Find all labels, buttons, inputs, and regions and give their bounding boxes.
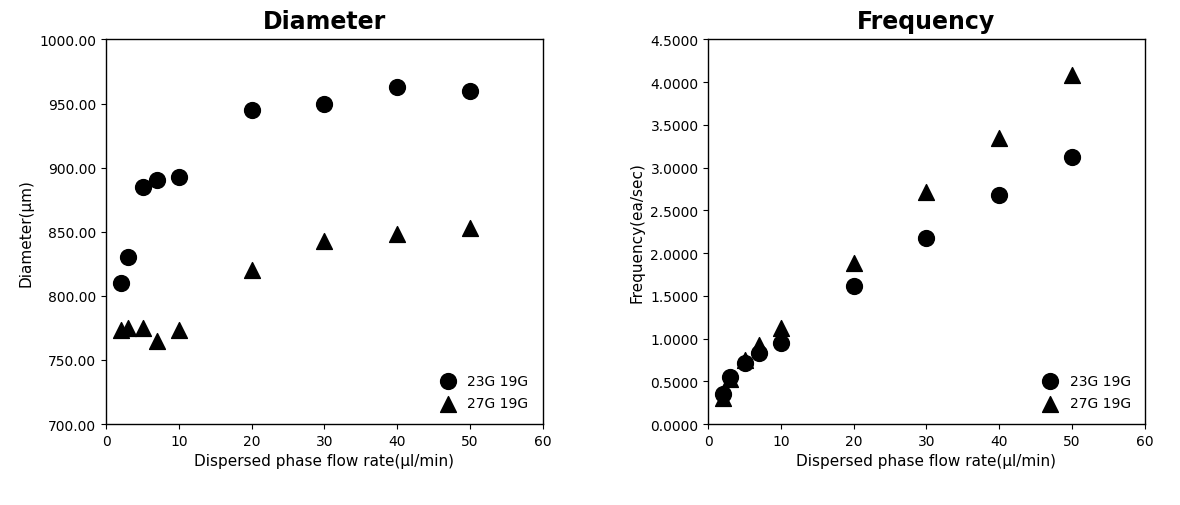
23G 19G	[772, 339, 791, 347]
23G 19G	[387, 84, 406, 92]
23G 19G	[845, 282, 864, 290]
27G 19G	[917, 188, 936, 196]
27G 19G	[133, 324, 152, 332]
23G 19G	[721, 373, 740, 381]
27G 19G	[735, 356, 754, 364]
23G 19G	[749, 349, 768, 358]
27G 19G	[990, 134, 1009, 142]
27G 19G	[845, 260, 864, 268]
23G 19G	[148, 177, 166, 185]
23G 19G	[917, 234, 936, 242]
23G 19G	[990, 191, 1009, 199]
Y-axis label: Frequency(ea/sec): Frequency(ea/sec)	[630, 162, 644, 302]
27G 19G	[170, 327, 189, 335]
Y-axis label: Diameter(μm): Diameter(μm)	[19, 178, 34, 286]
27G 19G	[772, 325, 791, 333]
27G 19G	[714, 394, 733, 402]
27G 19G	[749, 342, 768, 350]
X-axis label: Dispersed phase flow rate(μl/min): Dispersed phase flow rate(μl/min)	[195, 453, 454, 469]
27G 19G	[118, 324, 137, 332]
27G 19G	[315, 237, 334, 245]
27G 19G	[460, 224, 479, 232]
23G 19G	[735, 359, 754, 367]
27G 19G	[721, 375, 740, 383]
Legend: 23G 19G, 27G 19G: 23G 19G, 27G 19G	[1029, 367, 1138, 417]
Title: Frequency: Frequency	[858, 10, 996, 34]
23G 19G	[170, 173, 189, 181]
X-axis label: Dispersed phase flow rate(μl/min): Dispersed phase flow rate(μl/min)	[796, 453, 1056, 469]
27G 19G	[242, 267, 261, 275]
23G 19G	[315, 100, 334, 109]
23G 19G	[242, 107, 261, 115]
23G 19G	[460, 87, 479, 95]
27G 19G	[111, 327, 130, 335]
23G 19G	[1062, 154, 1081, 162]
23G 19G	[118, 254, 137, 262]
23G 19G	[111, 279, 130, 287]
Legend: 23G 19G, 27G 19G: 23G 19G, 27G 19G	[427, 367, 536, 417]
27G 19G	[1062, 72, 1081, 80]
27G 19G	[148, 337, 166, 345]
Title: Diameter: Diameter	[263, 10, 386, 34]
27G 19G	[387, 231, 406, 239]
23G 19G	[133, 183, 152, 191]
23G 19G	[714, 390, 733, 398]
